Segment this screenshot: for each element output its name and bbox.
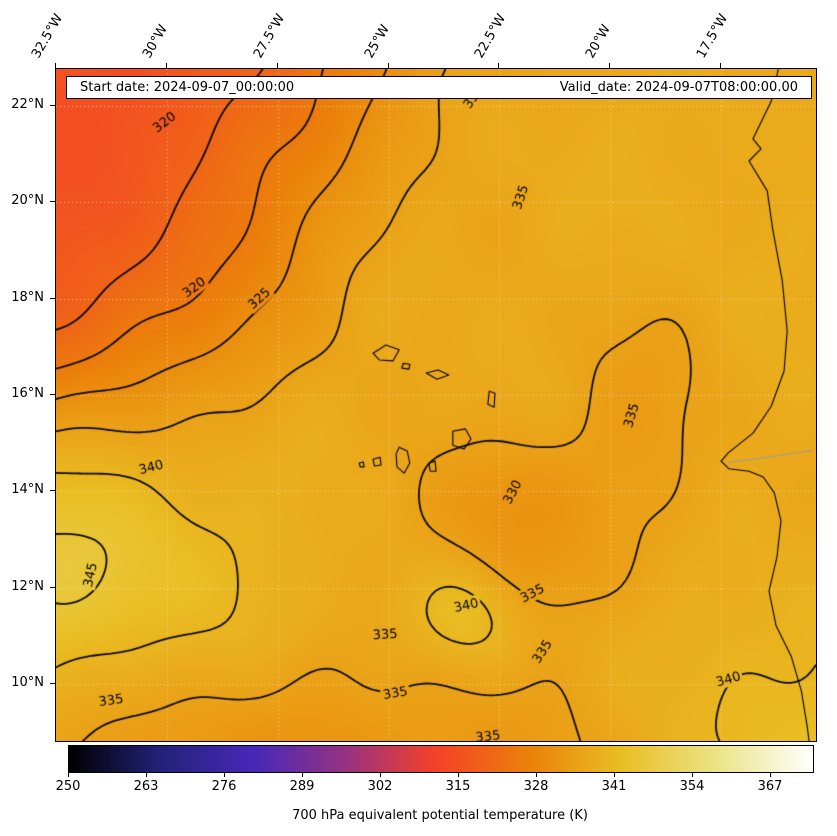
lat-tick-label: 22°N xyxy=(11,97,44,113)
valid-date-label: Valid_date: 2024-09-07T08:00:00.00 xyxy=(559,80,798,95)
map-panel: Start date: 2024-09-07_00:00:00 Valid_da… xyxy=(55,68,817,742)
latitude-axis: 22°N 20°N 18°N 16°N 14°N 12°N 10°N xyxy=(0,0,55,740)
lon-tick-mark xyxy=(55,63,56,68)
colorbar-tick-mark xyxy=(692,773,693,777)
colorbar-tick-mark xyxy=(224,773,225,777)
lon-tick-label: 25°W xyxy=(361,22,393,62)
lat-tick-label: 10°N xyxy=(11,675,44,691)
lon-tick-label: 22.5°W xyxy=(472,11,510,61)
colorbar-ticks: 250 263 276 289 302 315 328 341 354 367 xyxy=(0,773,837,801)
title-strip: Start date: 2024-09-07_00:00:00 Valid_da… xyxy=(66,76,812,99)
longitude-axis: 32.5°W 30°W 27.5°W 25°W 22.5°W 20°W 17.5°W xyxy=(0,0,837,68)
lon-tick-label: 17.5°W xyxy=(694,11,732,61)
colorbar-tick-label: 250 xyxy=(55,779,81,794)
lon-tick-mark xyxy=(720,63,722,68)
colorbar-tick-mark xyxy=(458,773,459,777)
colorbar-tick-mark xyxy=(536,773,537,777)
colorbar xyxy=(68,745,814,773)
colorbar-tick-label: 289 xyxy=(289,779,315,794)
temperature-field-canvas xyxy=(56,69,816,741)
lon-tick-mark xyxy=(498,63,500,68)
lat-tick-mark xyxy=(50,683,55,685)
lon-tick-label: 27.5°W xyxy=(250,11,288,61)
colorbar-tick-mark xyxy=(68,773,69,777)
colorbar-tick-label: 354 xyxy=(679,779,705,794)
colorbar-tick-label: 328 xyxy=(523,779,549,794)
lon-tick-mark xyxy=(165,63,167,68)
lat-tick-label: 18°N xyxy=(11,289,44,305)
colorbar-tick-mark xyxy=(614,773,615,777)
lat-tick-label: 14°N xyxy=(11,482,44,498)
colorbar-tick-label: 341 xyxy=(601,779,627,794)
lat-tick-mark xyxy=(50,490,55,492)
lat-tick-mark xyxy=(50,201,55,203)
colorbar-tick-mark xyxy=(380,773,381,777)
colorbar-tick-label: 263 xyxy=(133,779,159,794)
colorbar-tick-label: 367 xyxy=(757,779,783,794)
colorbar-tick-mark xyxy=(146,773,147,777)
lon-tick-label: 20°W xyxy=(583,22,615,62)
colorbar-tick-label: 302 xyxy=(367,779,393,794)
lon-tick-label: 30°W xyxy=(139,22,171,62)
lat-tick-label: 16°N xyxy=(11,386,44,402)
colorbar-label: 700 hPa equivalent potential temperature… xyxy=(292,808,588,823)
colorbar-gradient-canvas xyxy=(69,746,813,772)
lat-tick-mark xyxy=(50,394,55,396)
colorbar-tick-mark xyxy=(302,773,303,777)
lon-tick-mark xyxy=(387,63,389,68)
lon-tick-mark xyxy=(609,63,611,68)
lat-tick-mark xyxy=(50,105,55,107)
lat-tick-label: 12°N xyxy=(11,578,44,594)
lon-tick-mark xyxy=(276,63,278,68)
lat-tick-label: 20°N xyxy=(11,193,44,209)
lat-tick-mark xyxy=(50,586,55,588)
lat-tick-mark xyxy=(50,297,55,299)
colorbar-tick-mark xyxy=(770,773,771,777)
start-date-label: Start date: 2024-09-07_00:00:00 xyxy=(80,80,295,95)
colorbar-tick-label: 276 xyxy=(211,779,237,794)
colorbar-tick-label: 315 xyxy=(445,779,471,794)
